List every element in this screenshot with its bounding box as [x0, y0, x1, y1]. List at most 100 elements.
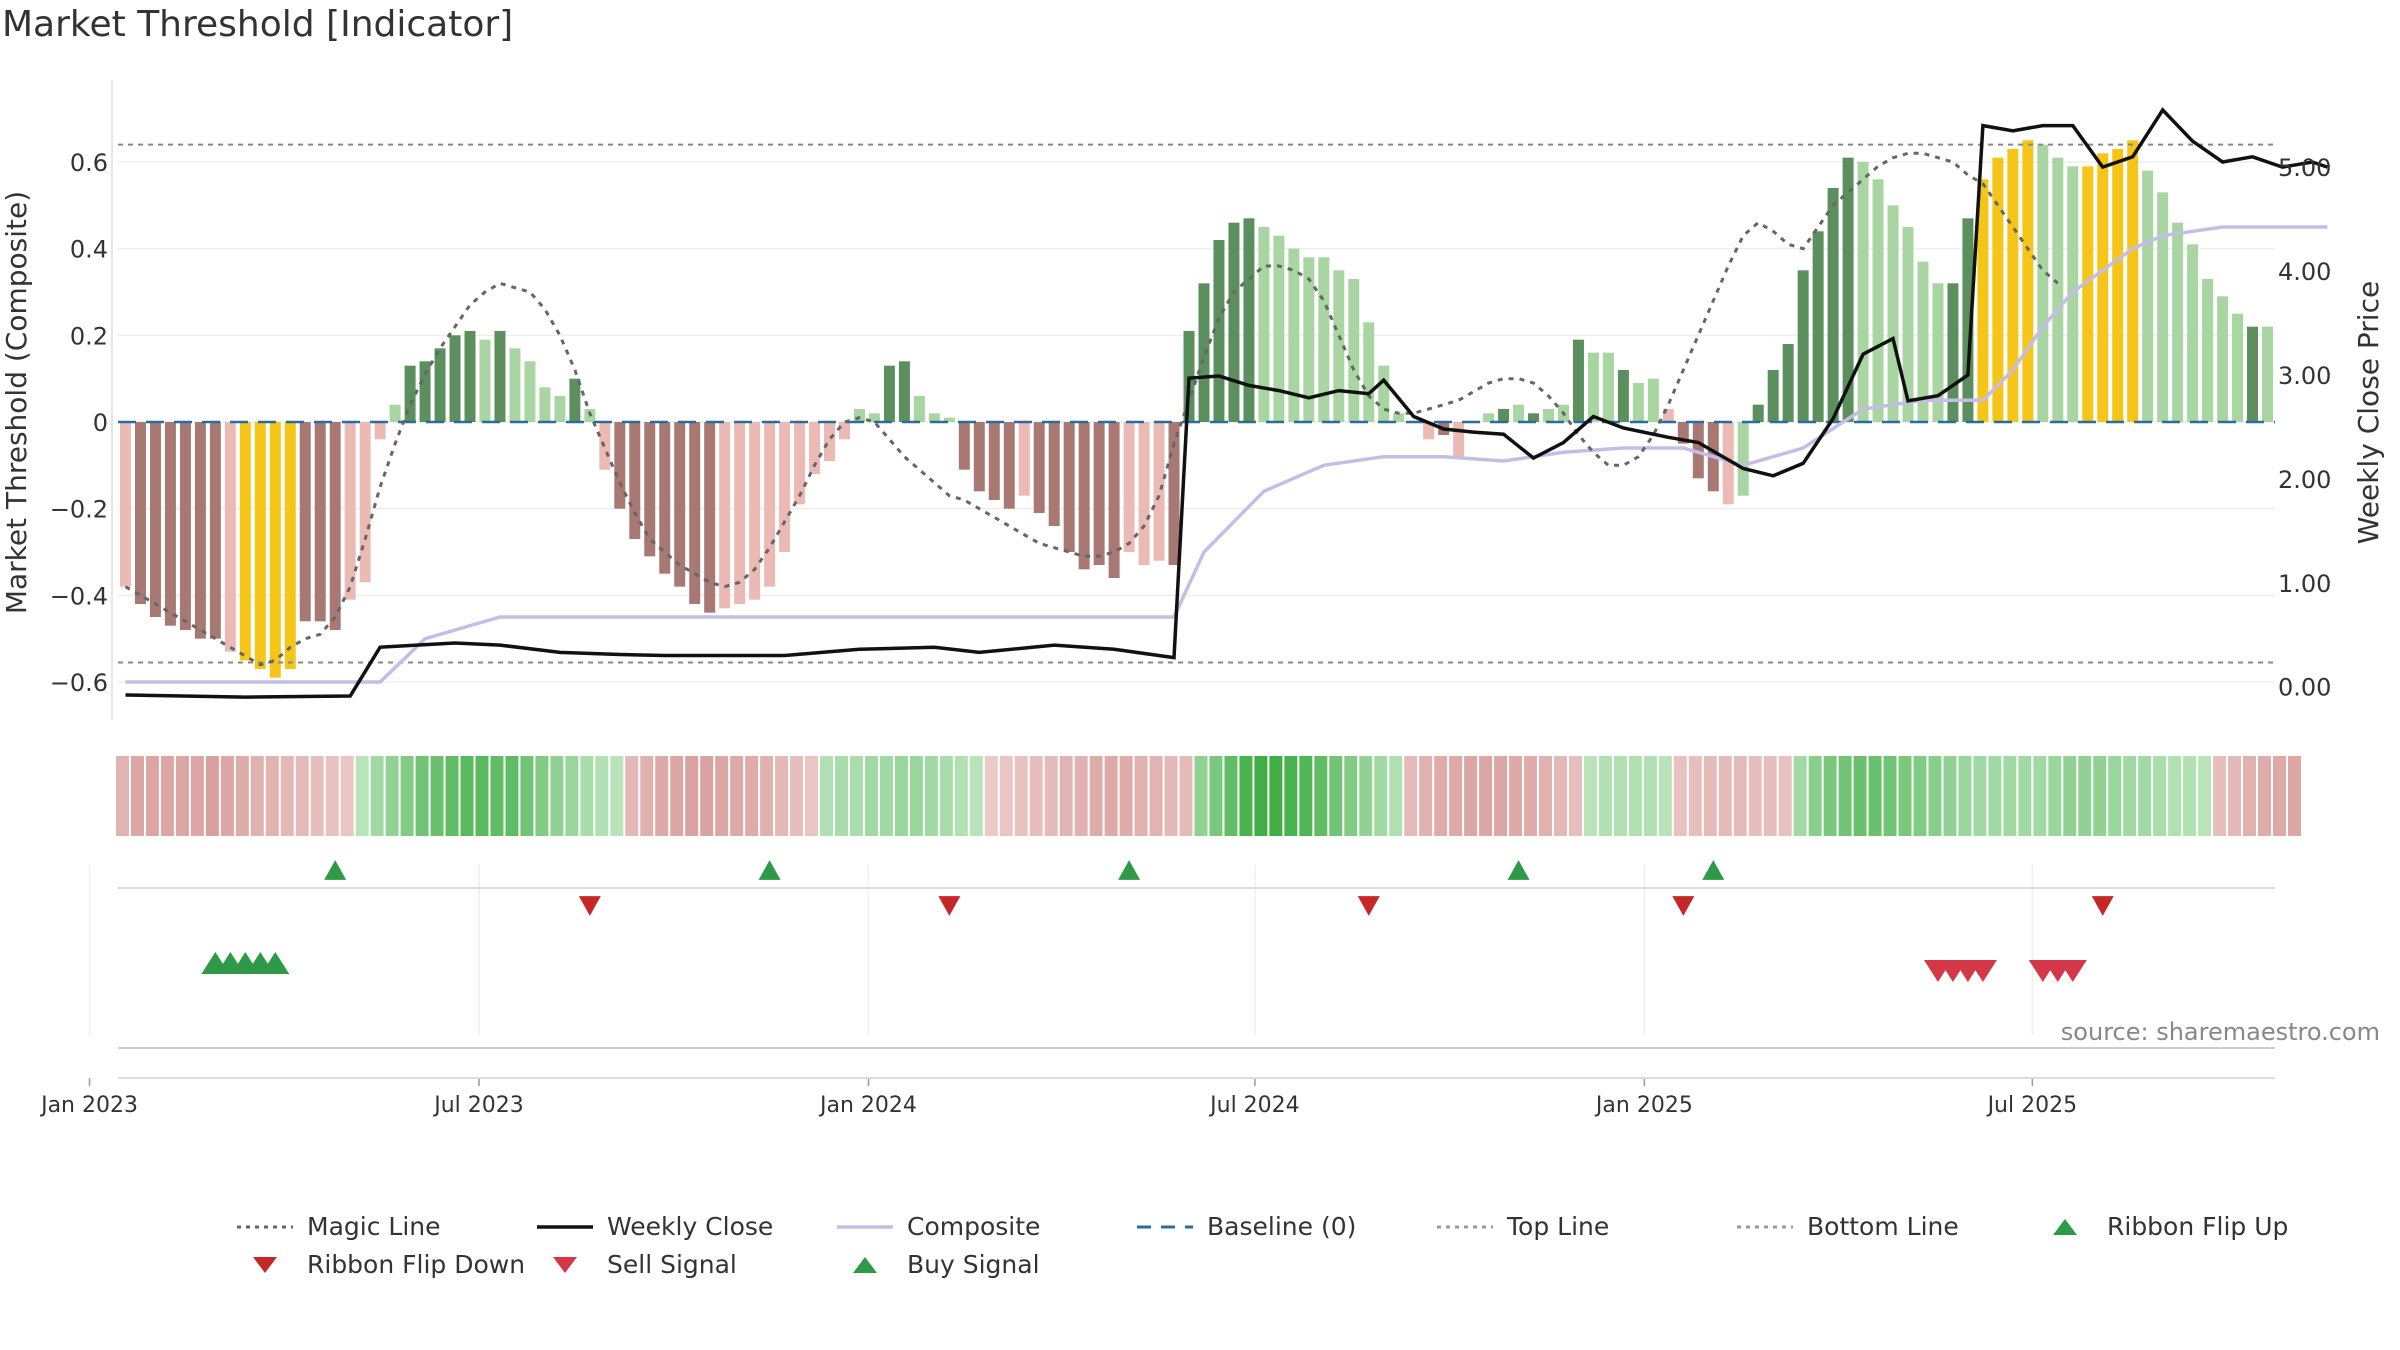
ribbon-cell [1014, 756, 1028, 836]
composite-bar [1363, 322, 1375, 422]
y-tick-label: 0 [93, 409, 108, 437]
composite-bar [1048, 422, 1060, 526]
ribbon-cell [954, 756, 968, 836]
x-tick-label: Jan 2025 [1594, 1093, 1693, 1118]
composite-bar [464, 331, 476, 422]
ribbon-cell [385, 756, 399, 836]
ribbon-cell [1299, 756, 1313, 836]
ribbon-cell [355, 756, 369, 836]
composite-bar [1962, 218, 1974, 422]
legend-swatch [835, 1217, 895, 1237]
ribbon-cell [670, 756, 684, 836]
ribbon-cell [1598, 756, 1612, 836]
composite-bar [913, 396, 925, 422]
composite-bar [434, 348, 446, 422]
ribbon-cell [1089, 756, 1103, 836]
composite-bar [2247, 326, 2259, 422]
composite-bar [1752, 404, 1764, 422]
x-tick-label: Jul 2024 [1208, 1093, 1300, 1118]
market-threshold-chart: 0.6 0.4 0.2 0 −0.2 −0.4 −0.6 5.00 4.00 3.00 2.00 1.… [0, 80, 2385, 1118]
composite-bar [2037, 144, 2049, 422]
ribbon-cell [1988, 756, 2002, 836]
composite-bar [1168, 422, 1180, 565]
composite-bar [164, 422, 176, 626]
composite-bar [1662, 409, 1674, 422]
legend: Magic Line Weekly Close Composite Baseline … [0, 1200, 2400, 1300]
composite-bar [2232, 313, 2244, 422]
ribbon-cell [2168, 756, 2182, 836]
ribbon-cell [2198, 756, 2212, 836]
composite-bar [2112, 149, 2124, 422]
y-tick-label: −0.6 [50, 669, 108, 697]
composite-bar [1977, 179, 1989, 422]
legend-item: Baseline (0) [1135, 1212, 1356, 1241]
legend-item: Buy Signal [835, 1250, 1040, 1279]
composite-bar [239, 422, 251, 661]
composite-bar [2007, 149, 2019, 422]
ribbon-cell [1823, 756, 1837, 836]
ribbon-cell [849, 756, 863, 836]
y2-tick-label: 4.00 [2278, 258, 2331, 286]
ribbon-cell [1149, 756, 1163, 836]
composite-bar [1543, 409, 1554, 422]
ribbon-cell [430, 756, 444, 836]
composite-bar [2172, 222, 2184, 422]
legend-label: Ribbon Flip Up [2107, 1212, 2289, 1241]
composite-bar [2187, 244, 2199, 422]
composite-bar [1003, 422, 1015, 509]
ribbon-cell [1688, 756, 1702, 836]
legend-label: Bottom Line [1807, 1212, 1959, 1241]
ribbon-cell [1239, 756, 1253, 836]
ribbon-cell [999, 756, 1013, 836]
composite-bar [2082, 166, 2094, 422]
y2-tick-label: 0.00 [2278, 674, 2331, 702]
ribbon-cell [939, 756, 953, 836]
legend-swatch [1735, 1217, 1795, 1237]
x-tick-label: Jul 2025 [1986, 1093, 2078, 1118]
ribbon-cell [685, 756, 699, 836]
ribbon-cell [864, 756, 878, 836]
composite-bar [958, 422, 970, 470]
x-tick-label: Jan 2024 [818, 1093, 917, 1118]
legend-swatch [2035, 1217, 2095, 1237]
legend-swatch [535, 1255, 595, 1275]
composite-bar [1333, 270, 1345, 422]
ribbon-cell [310, 756, 324, 836]
composite-bar [943, 417, 955, 422]
composite-bar [1887, 205, 1899, 422]
composite-line [125, 225, 2328, 684]
composite-bar [224, 422, 236, 652]
composite-bar [134, 422, 146, 604]
composite-bar [1872, 179, 1884, 422]
weekly-close-line [125, 107, 2328, 699]
ribbon-flip-down-marker [1357, 896, 1380, 916]
ribbon-cell [2258, 756, 2271, 836]
composite-bar [1587, 352, 1599, 422]
composite-bar [928, 413, 940, 422]
composite-bar [389, 404, 401, 422]
ribbon-cell [2048, 756, 2062, 836]
composite-bar [2157, 192, 2169, 422]
legend-swatch [1135, 1217, 1195, 1237]
ribbon-cell [1524, 756, 1538, 836]
chart-title: Market Threshold [Indicator] [2, 4, 514, 45]
composite-bar [269, 422, 281, 678]
ribbon-cell [1284, 756, 1298, 836]
composite-bar [1498, 409, 1510, 422]
ribbon-cell [175, 756, 189, 836]
composite-bar [853, 409, 865, 422]
ribbon-cell [1808, 756, 1822, 836]
ribbon-cell [565, 756, 579, 836]
ribbon-cell [1074, 756, 1088, 836]
ribbon-cell [1224, 756, 1238, 836]
y2-tick-label: 5.00 [2278, 154, 2331, 182]
ribbon-cell [1209, 756, 1223, 836]
ribbon-cell [1958, 756, 1972, 836]
sell-signal-marker [2058, 960, 2087, 982]
ribbon-cell [1868, 756, 1882, 836]
x-tick-label: Jan 2023 [39, 1093, 138, 1118]
composite-bar [329, 422, 341, 630]
composite-bar [1528, 413, 1540, 422]
composite-bar [374, 422, 386, 440]
composite-bar [1123, 422, 1135, 552]
